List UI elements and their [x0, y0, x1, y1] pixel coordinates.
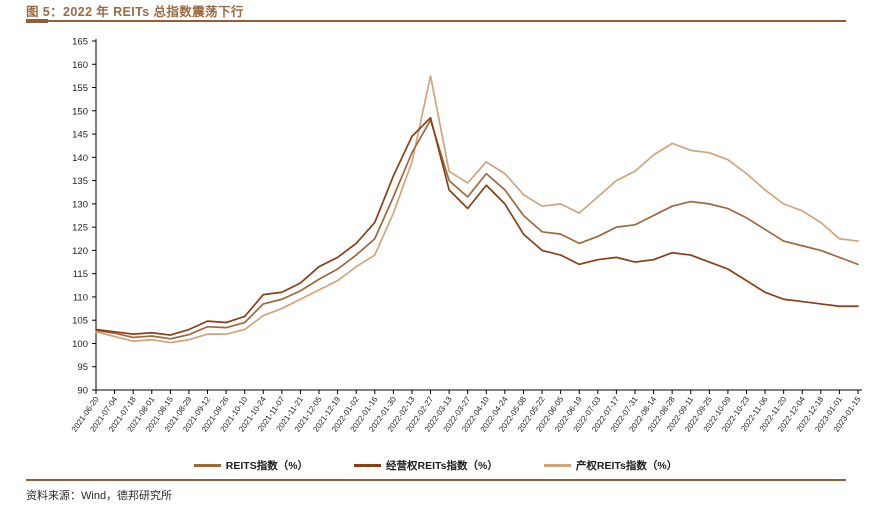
legend-swatch-icon [354, 464, 382, 467]
legend-label: REITS指数（%） [225, 460, 309, 472]
y-tick-label: 115 [73, 269, 88, 280]
y-tick-label: 160 [72, 60, 88, 71]
title-divider [26, 20, 846, 22]
y-tick-label: 105 [72, 316, 88, 327]
y-tick-label: 135 [72, 176, 88, 187]
chart-canvas: 2021-06-20 2021-07-04 2021-07-18 2021-08-01… [0, 26, 871, 466]
y-tick-label: 145 [72, 130, 88, 141]
legend-swatch-icon [193, 464, 221, 467]
y-axis-labels: 90 95 100 105 110 115 120 125 130 135 140 145 150 155… [72, 37, 88, 397]
legend-swatch-icon [543, 464, 571, 467]
y-tick-label: 90 [77, 386, 88, 397]
series-line-1 [95, 119, 859, 340]
y-tick-label: 100 [72, 339, 88, 350]
chart-legend: REITS指数（%） 经营权REITs指数（%） 产权REITs指数（%） [0, 458, 871, 473]
title-divider-accent [26, 19, 48, 23]
line-chart-svg: 2021-06-202021-07-042021-07-182021-08-01… [70, 37, 863, 434]
series-line-3 [95, 75, 859, 344]
series-line-2 [95, 116, 859, 336]
y-axis-ticks [92, 40, 96, 391]
source-note: 资料来源：Wind，德邦研究所 [26, 490, 173, 502]
y-tick-label: 140 [72, 153, 88, 164]
y-tick-label: 125 [72, 223, 88, 234]
legend-label: 产权REITs指数（%） [575, 460, 678, 472]
y-tick-label: 110 [73, 292, 88, 303]
axis-lines [95, 39, 862, 391]
data-series-group [95, 75, 859, 344]
x-axis-labels: 2021-06-202021-07-042021-07-182021-08-01… [70, 395, 863, 434]
legend-label: 经营权REITs指数（%） [386, 460, 498, 472]
y-tick-label: 150 [72, 106, 88, 117]
legend-item-2[interactable]: 经营权REITs指数（%） [354, 458, 498, 473]
y-tick-label: 165 [72, 37, 88, 48]
page-title: 图 5：2022 年 REITs 总指数震荡下行 [26, 5, 244, 19]
y-tick-label: 120 [72, 246, 88, 257]
legend-item-3[interactable]: 产权REITs指数（%） [543, 458, 678, 473]
y-tick-label: 155 [72, 83, 88, 94]
y-tick-label: 130 [72, 199, 88, 210]
legend-item-1[interactable]: REITS指数（%） [193, 458, 309, 473]
footer-divider [26, 479, 846, 481]
x-axis-ticks [95, 390, 859, 394]
y-tick-label: 95 [77, 362, 88, 373]
